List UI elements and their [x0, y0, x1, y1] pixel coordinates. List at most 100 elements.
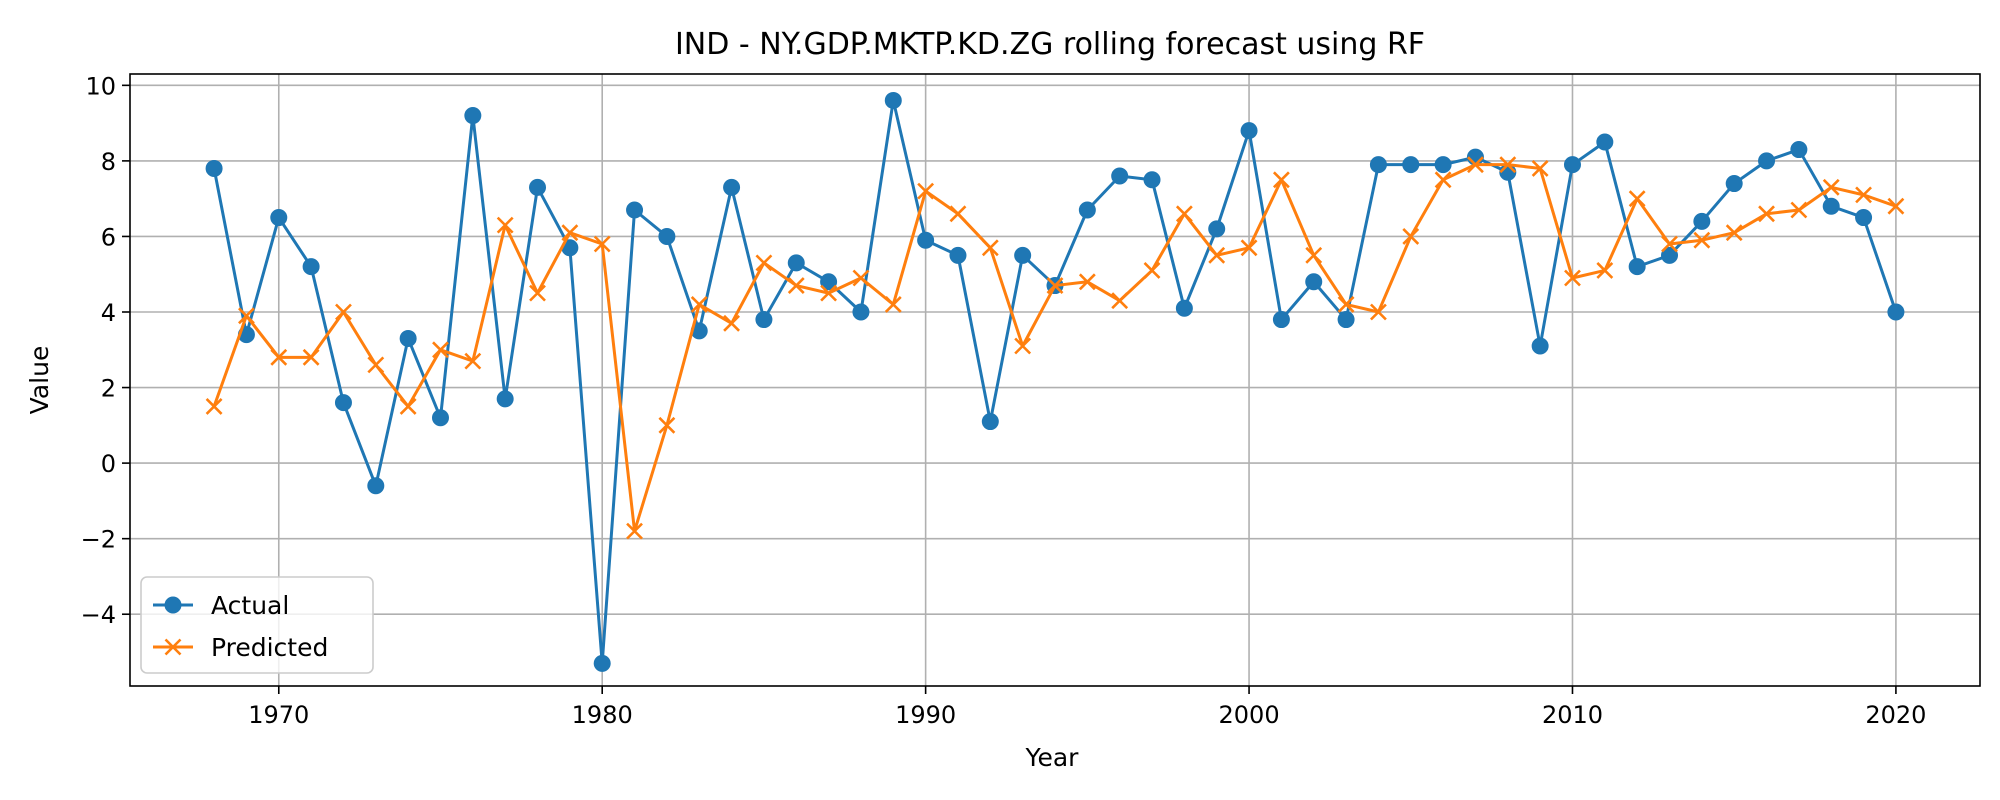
actual-point — [1563, 156, 1581, 174]
predicted-point — [1046, 277, 1064, 294]
series-actual — [205, 91, 1905, 672]
actual-point — [1240, 122, 1258, 140]
actual-point — [1466, 148, 1484, 166]
predicted-point — [755, 254, 773, 272]
x-tick-label: 1990 — [895, 701, 956, 729]
x-axis-title: Year — [1025, 743, 1080, 772]
y-axis-title: Value — [25, 346, 54, 415]
actual-point — [529, 178, 547, 196]
actual-point — [1175, 299, 1193, 317]
predicted-point — [270, 348, 288, 366]
predicted-point — [1725, 224, 1743, 242]
actual-point — [755, 311, 773, 329]
y-tick-label: −2 — [81, 526, 116, 554]
predicted-point — [1790, 201, 1808, 219]
predicted-point — [723, 314, 740, 332]
actual-point — [658, 227, 676, 245]
predicted-point — [1434, 171, 1452, 189]
predicted-point — [496, 216, 514, 234]
y-tick-label: 4 — [101, 299, 116, 327]
x-tick-label: 2010 — [1542, 701, 1603, 729]
predicted-point — [1467, 156, 1484, 174]
actual-point — [1855, 209, 1873, 227]
legend-label-predicted: Predicted — [211, 633, 328, 662]
legend: Actual Predicted — [140, 576, 374, 674]
legend-label-actual: Actual — [211, 591, 289, 620]
predicted-point — [432, 341, 449, 359]
actual-point — [270, 209, 288, 227]
predicted-point — [1078, 273, 1096, 291]
actual-point — [334, 394, 352, 412]
actual-point — [884, 91, 902, 109]
axis-ticks: 1970 1980 1990 2000 2010 2020 −4 −2 0 2 4 6 8 10 — [81, 72, 1927, 729]
predicted-point — [1240, 239, 1258, 257]
y-tick-label: 6 — [101, 223, 116, 251]
actual-point — [1434, 156, 1452, 174]
predicted-point — [1143, 262, 1161, 279]
predicted-point — [1111, 292, 1129, 310]
predicted-point — [917, 182, 935, 200]
predicted-point — [1175, 205, 1193, 223]
predicted-point — [335, 303, 352, 321]
y-tick-label: 0 — [101, 450, 116, 478]
predicted-point — [561, 224, 579, 242]
predicted-point — [852, 269, 870, 287]
predicted-point — [1661, 235, 1678, 253]
y-tick-label: −4 — [81, 601, 116, 629]
actual-point — [917, 231, 935, 249]
predicted-point — [238, 307, 255, 325]
actual-point — [1628, 258, 1646, 276]
predicted-point — [1531, 160, 1549, 177]
actual-point — [626, 201, 644, 219]
actual-point — [949, 246, 967, 264]
actual-point — [593, 654, 611, 672]
actual-point — [1887, 303, 1905, 321]
predicted-point — [1758, 205, 1775, 223]
y-tick-label: 8 — [101, 148, 116, 176]
actual-point — [1790, 141, 1808, 159]
actual-point — [1078, 201, 1096, 219]
predicted-point — [399, 398, 417, 415]
predicted-point — [1337, 296, 1355, 313]
series-predicted — [205, 156, 1905, 540]
x-tick-label: 1980 — [572, 701, 633, 729]
predicted-point — [949, 205, 967, 223]
actual-point — [302, 258, 320, 276]
actual-point — [431, 409, 449, 427]
actual-point — [1143, 171, 1161, 189]
actual-point — [1272, 311, 1290, 329]
x-tick-label: 2020 — [1865, 701, 1926, 729]
predicted-point — [1564, 269, 1581, 287]
actual-point — [787, 254, 805, 272]
predicted-point — [1305, 246, 1323, 264]
predicted-point — [1014, 337, 1032, 355]
predicted-point — [1887, 197, 1905, 215]
predicted-point — [302, 348, 320, 366]
legend-marker-actual — [164, 596, 182, 614]
actual-point — [367, 477, 385, 495]
actual-point — [820, 273, 838, 291]
grid — [130, 74, 1980, 686]
actual-point — [1402, 156, 1420, 174]
actual-point — [852, 303, 870, 321]
predicted-point — [1402, 228, 1420, 245]
predicted-point — [1208, 246, 1226, 264]
actual-point — [1596, 133, 1614, 151]
predicted-point — [1822, 178, 1840, 196]
predicted-point — [1272, 171, 1290, 189]
plot-frame — [129, 73, 1981, 687]
chart-title: IND - NY.GDP.MKTP.KD.ZG rolling forecast… — [675, 27, 1425, 62]
actual-point — [399, 329, 417, 347]
predicted-point — [1499, 156, 1517, 174]
actual-point — [1693, 212, 1711, 230]
y-tick-label: 10 — [85, 72, 116, 100]
actual-point — [1822, 197, 1840, 215]
actual-point — [1369, 156, 1387, 174]
predicted-point — [626, 522, 643, 540]
predicted-point — [367, 356, 385, 374]
actual-point — [723, 178, 741, 196]
series-group — [205, 91, 1905, 672]
actual-point — [205, 159, 223, 177]
predicted-point — [1855, 186, 1872, 204]
